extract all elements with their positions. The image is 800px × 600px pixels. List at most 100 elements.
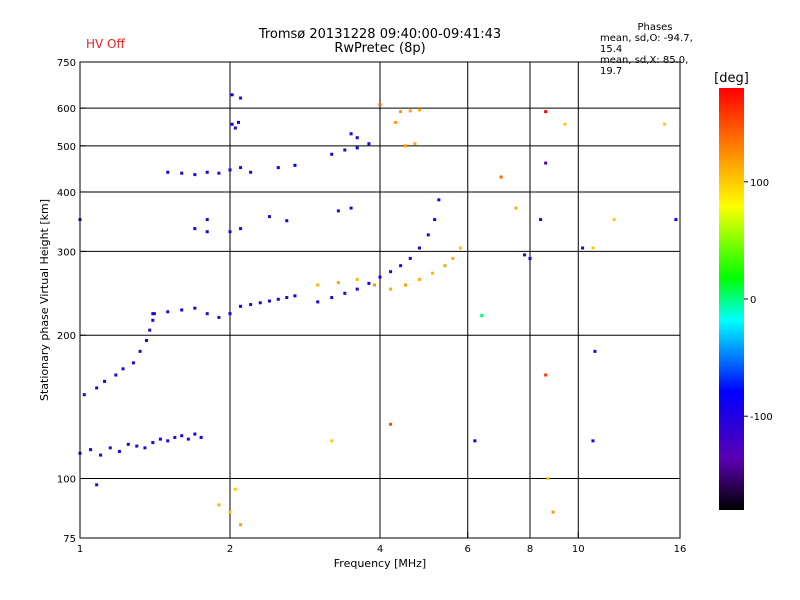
y-tick-label: 300	[57, 247, 76, 258]
data-point	[389, 422, 393, 426]
data-point	[417, 108, 421, 112]
data-point	[217, 315, 221, 319]
x-axis-ticks: 1 2 4 6 8 10 16	[77, 532, 686, 555]
chart-title: Tromsø 20131228 09:40:00-09:41:43 RwPret…	[230, 28, 530, 56]
chart-title-line1: Tromsø 20131228 09:40:00-09:41:43	[258, 27, 502, 42]
data-point	[674, 218, 678, 222]
data-point	[593, 349, 597, 353]
data-point	[173, 435, 177, 439]
colorbar-ticks: 100 0 -100	[744, 178, 773, 423]
y-tick-label: 750	[57, 58, 76, 69]
data-point	[367, 281, 371, 285]
data-point	[544, 110, 548, 114]
y-tick-label: 600	[57, 104, 76, 115]
data-point	[151, 441, 155, 445]
data-point	[355, 277, 359, 281]
data-point	[135, 444, 139, 448]
phase-stats-x: mean, sd,X: 85.0, 19.7	[600, 55, 689, 77]
data-point	[355, 287, 359, 291]
hv-status-label: HV Off	[86, 37, 125, 51]
colorbar-tick-label: -100	[750, 412, 773, 423]
data-point	[217, 171, 221, 175]
colorbar-gradient	[719, 88, 744, 510]
data-point	[480, 314, 484, 318]
data-point	[514, 206, 518, 210]
data-point	[349, 132, 353, 136]
data-point	[148, 328, 152, 332]
data-point	[403, 144, 407, 148]
data-point	[205, 218, 209, 222]
data-point	[663, 122, 667, 126]
x-tick-label: 1	[77, 544, 83, 555]
data-point	[546, 477, 550, 481]
x-tick-label: 10	[572, 544, 585, 555]
data-point	[233, 487, 237, 491]
data-point	[330, 439, 334, 443]
data-point	[186, 437, 190, 441]
data-point	[89, 448, 93, 452]
data-point	[230, 93, 234, 97]
data-point	[82, 393, 86, 397]
data-point	[612, 218, 616, 222]
y-tick-label: 100	[57, 475, 76, 486]
data-point	[236, 120, 240, 124]
data-point	[180, 308, 184, 312]
y-tick-label: 400	[57, 188, 76, 199]
data-point	[417, 246, 421, 250]
data-point	[544, 373, 548, 377]
data-point	[355, 146, 359, 150]
data-point	[276, 166, 280, 170]
data-point	[180, 434, 184, 438]
data-point	[373, 283, 377, 287]
data-point	[249, 170, 253, 174]
data-point	[230, 122, 234, 126]
data-point	[233, 126, 237, 130]
data-point	[563, 122, 567, 126]
data-point	[239, 304, 243, 308]
data-point	[285, 296, 289, 300]
data-point	[343, 291, 347, 295]
phase-stats: Phases mean, sd,O: -94.7, 15.4 mean, sd,…	[600, 22, 710, 77]
data-point	[581, 246, 585, 250]
x-tick-label: 8	[527, 544, 533, 555]
data-point	[249, 303, 253, 307]
data-points	[78, 93, 678, 527]
data-point	[408, 256, 412, 260]
colorbar-tick-label: 100	[750, 178, 769, 189]
data-point	[523, 253, 527, 257]
data-point	[103, 379, 107, 383]
y-axis-ticks: 75 100 200 300 400 500 600 750	[57, 58, 86, 545]
grid-lines	[80, 62, 680, 538]
x-tick-label: 6	[465, 544, 471, 555]
phase-stats-o: mean, sd,O: -94.7, 15.4	[600, 33, 693, 55]
data-point	[267, 215, 271, 219]
data-point	[389, 287, 393, 291]
data-point	[108, 446, 112, 450]
data-point	[193, 432, 197, 436]
data-point	[551, 510, 555, 514]
colorbar-label: [deg]	[714, 71, 749, 86]
data-point	[193, 227, 197, 231]
data-point	[205, 230, 209, 234]
y-axis-label: Stationary phase Virtual Height [km]	[38, 199, 51, 401]
data-point	[276, 297, 280, 301]
data-point	[378, 103, 382, 107]
data-point	[367, 142, 371, 146]
data-point	[199, 435, 203, 439]
data-point	[528, 256, 532, 260]
data-point	[151, 312, 155, 316]
data-point	[399, 110, 403, 114]
data-point	[336, 281, 340, 285]
data-point	[95, 483, 99, 487]
phase-stats-title: Phases	[637, 22, 673, 33]
data-point	[193, 306, 197, 310]
data-point	[239, 96, 243, 100]
data-point	[394, 120, 398, 124]
data-point	[417, 277, 421, 281]
data-point	[151, 318, 155, 322]
data-point	[403, 283, 407, 287]
data-point	[205, 170, 209, 174]
data-point	[293, 163, 297, 167]
data-point	[228, 312, 232, 316]
